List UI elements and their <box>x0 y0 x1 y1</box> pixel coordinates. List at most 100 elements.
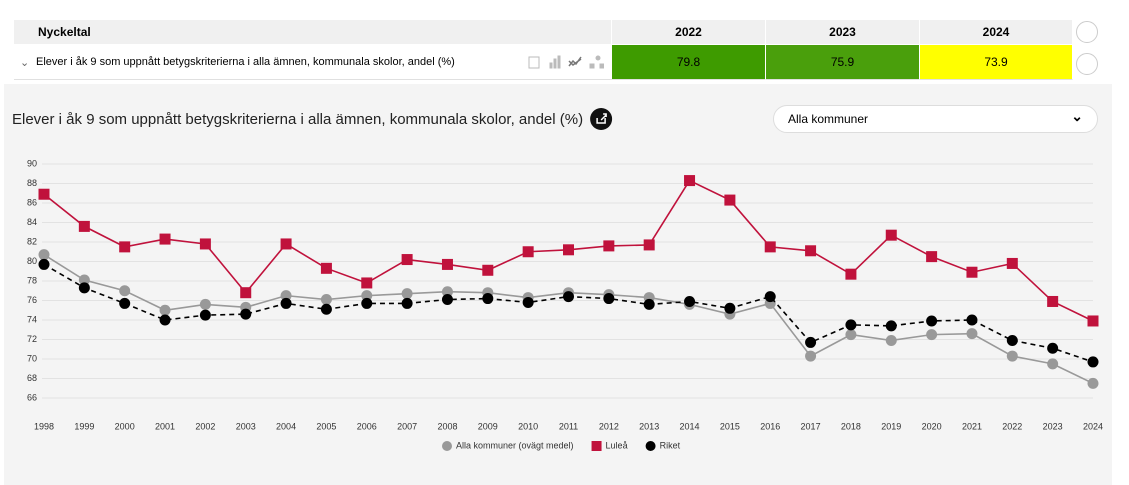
point <box>320 294 332 306</box>
point <box>724 302 736 314</box>
point <box>401 288 413 300</box>
point <box>199 309 211 321</box>
x-tick-label: 2003 <box>236 421 256 431</box>
value-cell: 79.8 <box>612 45 766 80</box>
point <box>805 336 817 348</box>
point <box>159 314 171 326</box>
x-tick-label: 2009 <box>478 421 498 431</box>
point <box>643 298 655 310</box>
point <box>119 285 131 297</box>
row-text: Elever i åk 9 som uppnått betygskriterie… <box>36 56 455 68</box>
point <box>441 258 453 270</box>
point <box>199 298 211 310</box>
y-tick-label: 80 <box>27 256 37 266</box>
point <box>240 287 252 299</box>
y-tick-label: 70 <box>27 353 37 363</box>
y-tick-label: 84 <box>27 217 37 227</box>
point <box>38 258 50 270</box>
x-tick-label: 2019 <box>881 421 901 431</box>
chart-title: Elever i åk 9 som uppnått betygskriterie… <box>12 111 583 128</box>
point <box>966 328 978 340</box>
x-tick-label: 2001 <box>155 421 175 431</box>
y-tick-label: 90 <box>27 158 37 168</box>
point <box>280 297 292 309</box>
point <box>1047 358 1059 370</box>
point <box>159 233 171 245</box>
point <box>1006 350 1018 362</box>
legend-marker <box>645 441 656 451</box>
legend-marker <box>591 441 602 451</box>
value-cell: 73.9 <box>920 45 1073 80</box>
circle-button[interactable] <box>1076 53 1098 75</box>
x-tick-label: 2020 <box>922 421 942 431</box>
x-tick-label: 2016 <box>760 421 780 431</box>
x-tick-label: 2023 <box>1043 421 1063 431</box>
x-tick-label: 2014 <box>680 421 700 431</box>
point <box>119 297 131 309</box>
value-cell: 75.9 <box>766 45 920 80</box>
point <box>401 297 413 309</box>
x-tick-label: 2022 <box>1002 421 1022 431</box>
point <box>1006 334 1018 346</box>
y-tick-label: 68 <box>27 373 37 383</box>
point <box>159 304 171 316</box>
point <box>764 241 776 253</box>
point <box>38 188 50 200</box>
header-name: Nyckeltal <box>14 20 612 44</box>
point <box>724 194 736 206</box>
point <box>684 295 696 307</box>
x-tick-label: 2018 <box>841 421 861 431</box>
x-tick-label: 2007 <box>397 421 417 431</box>
point <box>280 238 292 250</box>
x-tick-label: 2008 <box>437 421 457 431</box>
point <box>966 314 978 326</box>
row-icons[interactable] <box>524 53 604 73</box>
y-tick-label: 88 <box>27 178 37 188</box>
x-tick-label: 2024 <box>1083 421 1103 431</box>
point <box>78 282 90 294</box>
point <box>522 296 534 308</box>
x-tick-label: 2002 <box>195 421 215 431</box>
point <box>1087 315 1099 327</box>
point <box>926 251 938 263</box>
point <box>482 264 494 276</box>
point <box>563 244 574 256</box>
point <box>441 286 453 298</box>
point <box>119 241 131 253</box>
point <box>845 268 857 280</box>
y-tick-label: 72 <box>27 334 37 344</box>
circle-button[interactable] <box>1076 21 1098 43</box>
point <box>482 293 494 305</box>
y-tick-label: 86 <box>27 197 37 207</box>
x-tick-label: 2000 <box>115 421 135 431</box>
point <box>805 350 817 362</box>
x-tick-label: 2021 <box>962 421 982 431</box>
legend-label: Luleå <box>606 440 628 450</box>
y-tick-label: 78 <box>27 275 37 285</box>
x-tick-label: 2015 <box>720 421 740 431</box>
row-label[interactable]: ⌄ Elever i åk 9 som uppnått betygskriteri… <box>14 45 612 80</box>
header-year: 2023 <box>766 20 920 44</box>
chevron[interactable]: ⌄ <box>20 56 30 69</box>
point <box>441 294 453 306</box>
point <box>926 329 938 341</box>
y-tick-label: 74 <box>27 314 37 324</box>
point <box>78 220 90 232</box>
x-tick-label: 1999 <box>74 421 94 431</box>
dropdown[interactable]: Alla kommuner ⌄ <box>773 105 1098 133</box>
point <box>563 291 574 303</box>
x-tick-label: 2012 <box>599 421 619 431</box>
point <box>401 254 413 266</box>
external-link-icon[interactable] <box>590 108 613 130</box>
point <box>966 266 978 278</box>
legend-marker <box>442 441 452 451</box>
point <box>38 249 50 261</box>
x-tick-label: 2010 <box>518 421 538 431</box>
chart-panel <box>4 84 1112 485</box>
point <box>926 315 938 327</box>
point <box>1047 342 1059 354</box>
header-year: 2022 <box>612 20 766 44</box>
y-tick-label: 76 <box>27 295 37 305</box>
point <box>1087 356 1099 368</box>
